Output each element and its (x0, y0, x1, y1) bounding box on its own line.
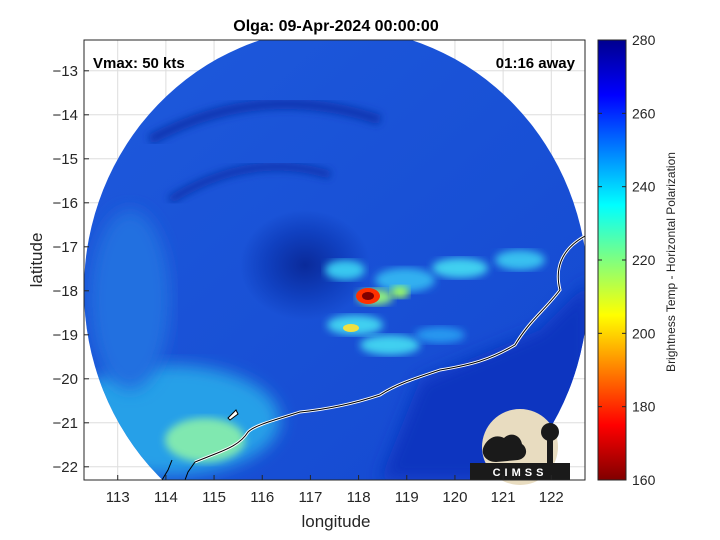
vmax-annotation: Vmax: 50 kts (93, 55, 185, 72)
logo-label: CIMSS (493, 467, 548, 479)
cb-tick-label: 180 (632, 399, 656, 415)
time-away-annotation: 01:16 away (496, 55, 576, 72)
x-tick-label: 117 (298, 489, 322, 506)
axes-box (83, 39, 586, 481)
cimss-logo: CIMSS (470, 409, 570, 485)
x-axis-label: longitude (301, 512, 370, 531)
x-tick-label: 115 (202, 489, 226, 506)
swath-image (84, 40, 585, 480)
cb-tick-label: 220 (632, 252, 656, 268)
x-tick-label: 118 (347, 489, 371, 506)
y-axis-label: latitude (27, 233, 46, 288)
y-tick-label: −15 (53, 151, 78, 168)
chart-title: Olga: 09-Apr-2024 00:00:00 (233, 18, 439, 35)
x-tick-label: 120 (442, 489, 467, 506)
x-tick-label: 121 (491, 489, 516, 506)
cb-tick-label: 160 (632, 472, 656, 488)
y-tick-label: −17 (53, 239, 78, 256)
cb-tick-label: 260 (632, 105, 656, 121)
y-tick-label: −19 (53, 327, 78, 344)
x-tick-label: 119 (395, 489, 419, 506)
x-tick-label: 116 (250, 489, 274, 506)
colorbar-ticks: 160 180 200 220 240 260 280 (598, 32, 656, 488)
colorbar-label: Brightness Temp - Horizontal Polarizatio… (664, 152, 678, 372)
cb-tick-label: 280 (632, 32, 656, 48)
x-tick-label: 114 (154, 489, 178, 506)
y-tick-label: −14 (53, 107, 78, 124)
y-tick-label: −22 (53, 459, 78, 476)
y-tick-label: −21 (53, 415, 78, 432)
x-tick-label: 113 (106, 489, 130, 506)
y-tick-label: −13 (53, 63, 78, 80)
y-axis: −13 −14 −15 −16 −17 −18 −19 −20 −21 −22 (53, 63, 89, 476)
y-tick-label: −16 (53, 195, 78, 212)
y-tick-label: −20 (53, 371, 78, 388)
x-axis: 113 114 115 116 117 118 119 120 121 122 (106, 475, 564, 506)
y-tick-label: −18 (53, 283, 78, 300)
x-tick-label: 122 (539, 489, 564, 506)
cb-tick-label: 200 (632, 325, 656, 341)
cb-tick-label: 240 (632, 179, 656, 195)
colorbar (597, 39, 627, 481)
